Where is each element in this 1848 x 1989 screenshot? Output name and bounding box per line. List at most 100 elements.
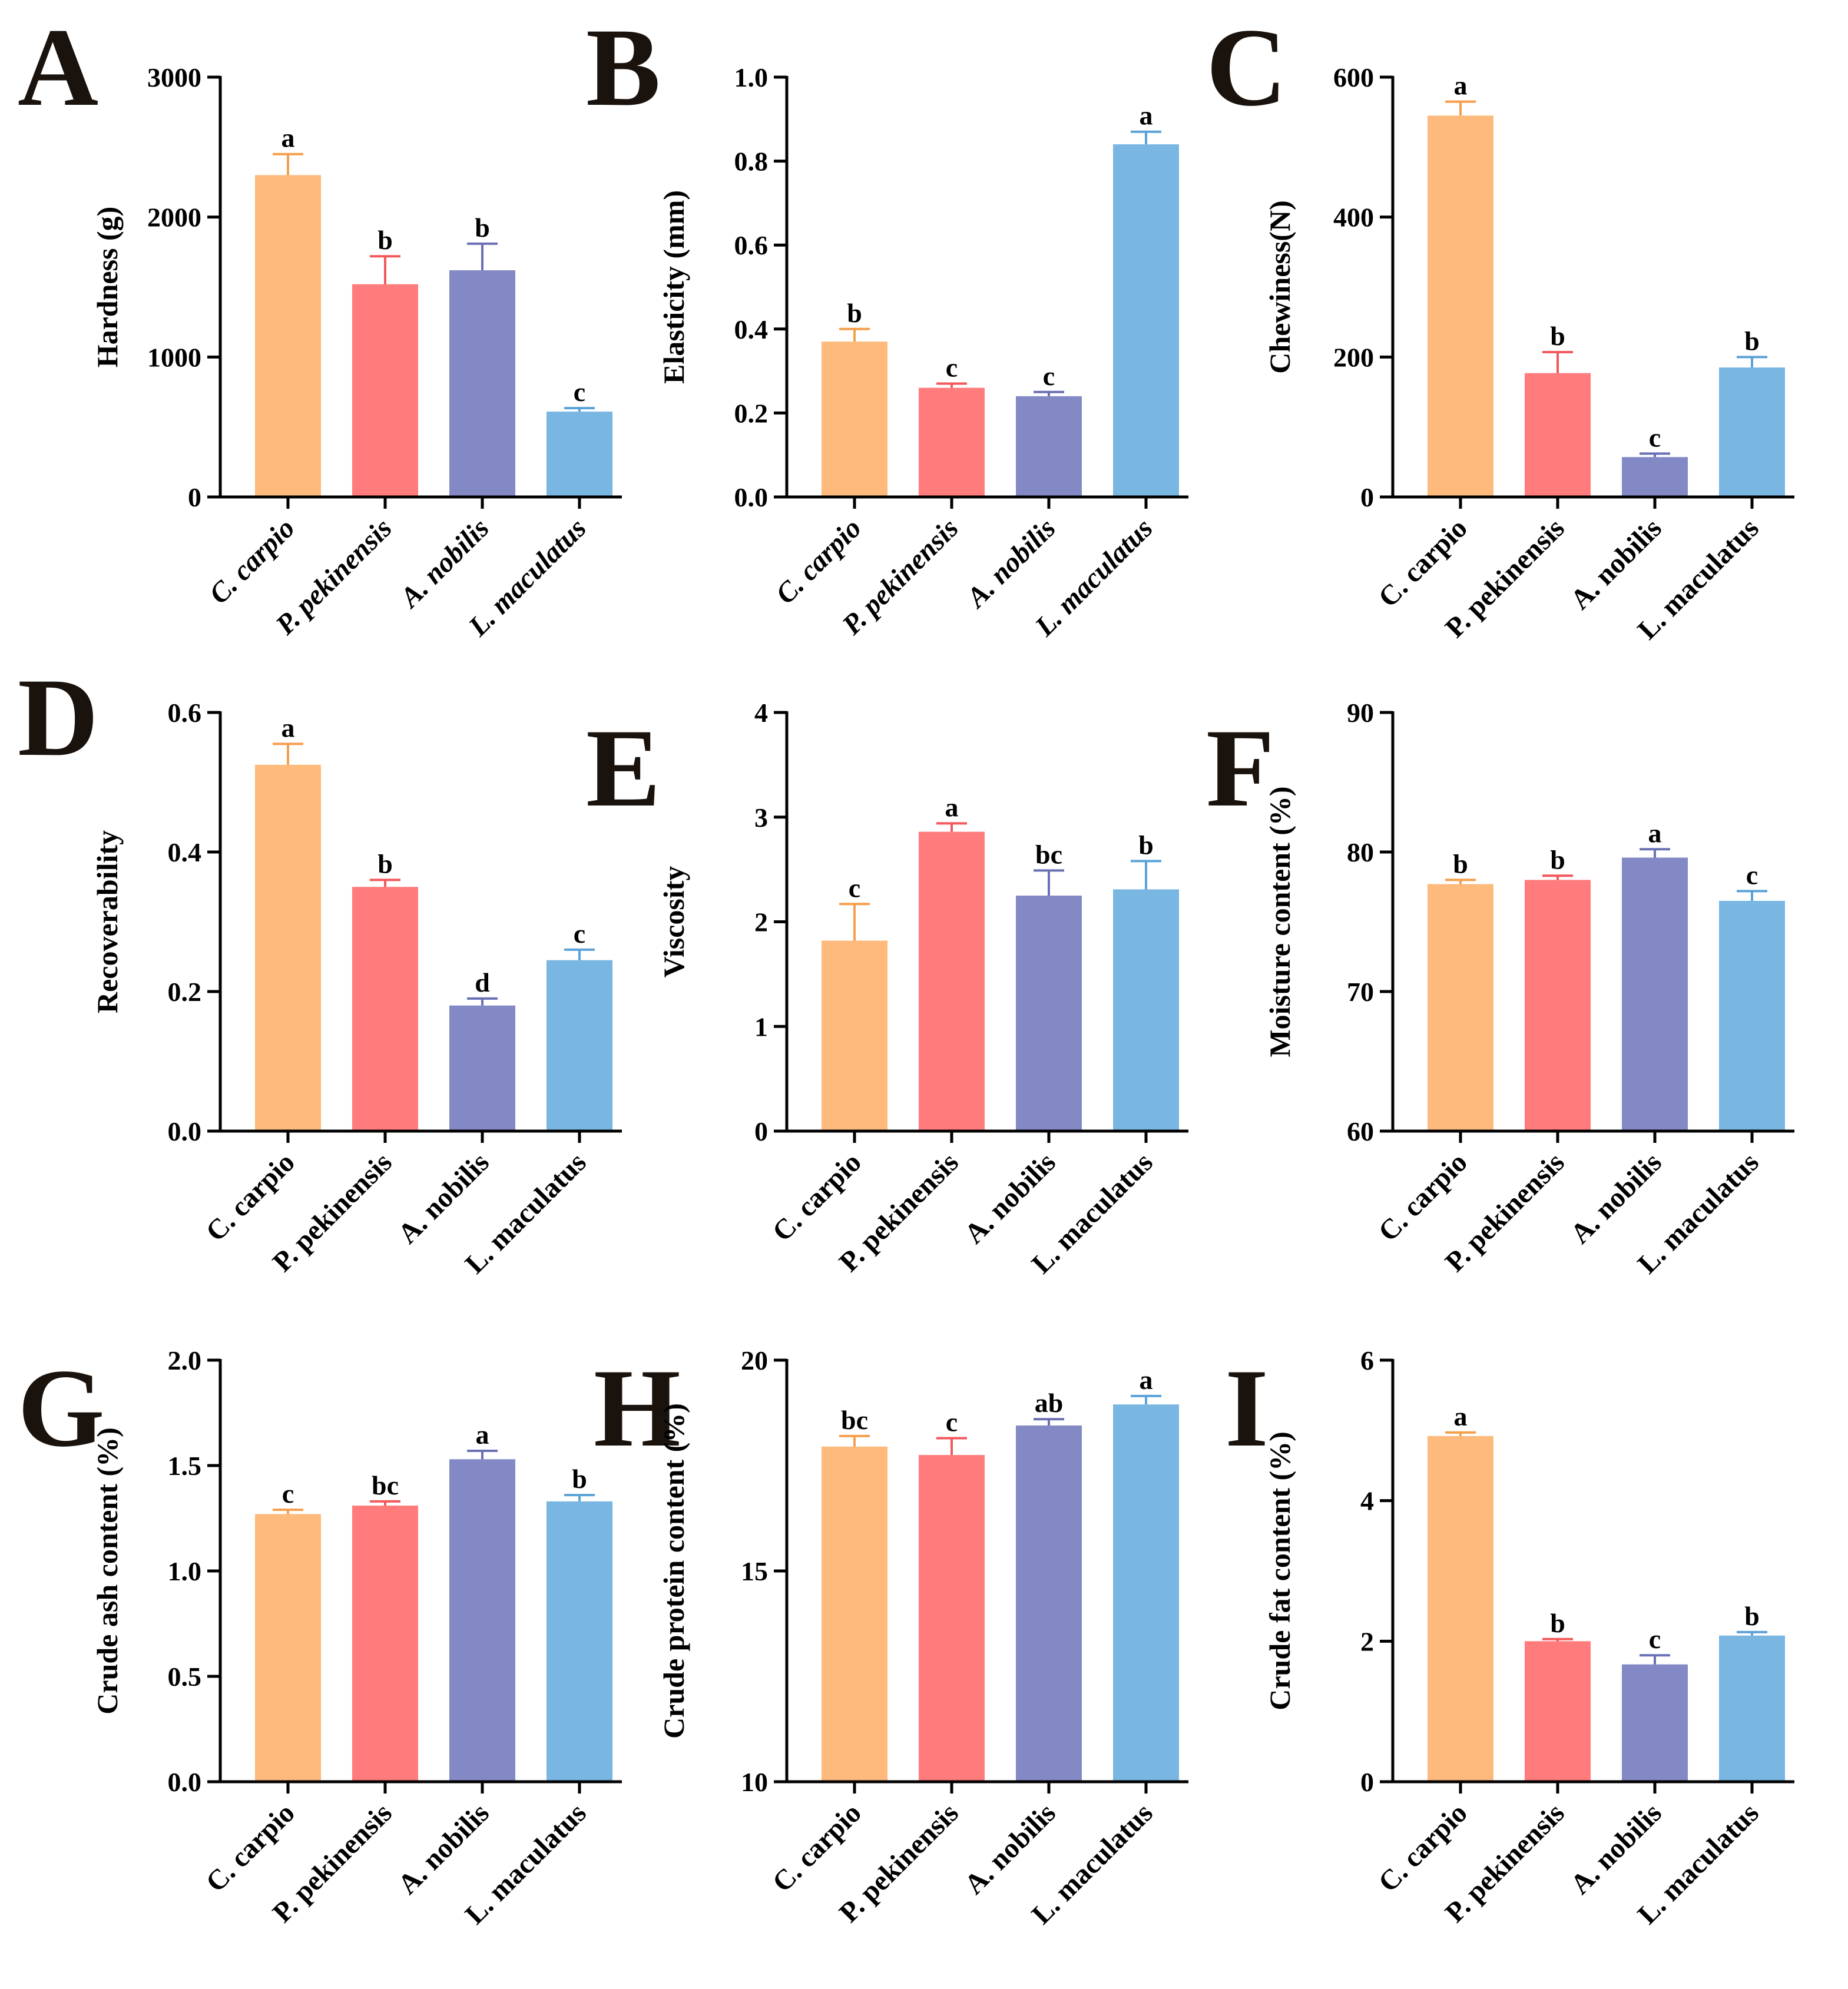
bar xyxy=(1719,367,1785,497)
y-tick-label: 70 xyxy=(1347,977,1374,1007)
significance-label: b xyxy=(1550,321,1565,351)
y-tick-label: 60 xyxy=(1347,1116,1374,1146)
bar xyxy=(1113,144,1179,497)
y-tick-label: 0.0 xyxy=(168,1116,202,1146)
bar xyxy=(1428,1436,1493,1782)
y-tick-label: 200 xyxy=(1333,342,1374,372)
bar xyxy=(352,284,418,497)
significance-label: a xyxy=(476,1420,489,1450)
significance-label: a xyxy=(1454,71,1468,101)
significance-label: d xyxy=(475,967,490,997)
bar xyxy=(1016,1425,1082,1782)
bar xyxy=(547,960,612,1131)
x-category-label: A. nobilis xyxy=(392,1797,495,1900)
y-tick-label: 0.6 xyxy=(168,698,202,728)
bar xyxy=(352,887,418,1131)
x-category-label: C. carpio xyxy=(200,1146,300,1247)
y-tick-label: 0.2 xyxy=(734,398,769,428)
y-tick-label: 0.0 xyxy=(734,482,769,512)
y-tick-label: 3000 xyxy=(147,62,201,92)
y-axis-title: Hardness (g) xyxy=(91,207,124,368)
significance-label: bc xyxy=(1035,839,1062,869)
panel-letter: F xyxy=(1206,707,1274,830)
significance-label: bc xyxy=(841,1405,868,1435)
y-tick-label: 0 xyxy=(188,482,201,512)
significance-label: c xyxy=(946,1407,958,1437)
significance-label: b xyxy=(475,213,490,243)
panel-letter: I xyxy=(1225,1347,1269,1470)
bar xyxy=(449,1005,515,1131)
panel-letter: G xyxy=(18,1347,105,1470)
significance-label: b xyxy=(847,298,862,328)
significance-label: a xyxy=(1648,818,1662,848)
panel-letter: H xyxy=(594,1347,681,1470)
y-tick-label: 1.0 xyxy=(734,62,769,92)
bar xyxy=(352,1506,418,1782)
significance-label: b xyxy=(377,225,393,255)
y-tick-label: 15 xyxy=(741,1556,768,1586)
bar xyxy=(822,342,887,497)
y-tick-label: 600 xyxy=(1333,62,1374,92)
y-tick-label: 0.5 xyxy=(168,1662,202,1692)
y-tick-label: 1.0 xyxy=(168,1556,202,1586)
chart-panel-g: Gc bc a b 0.0 0.5 1.0 1.5 2.0 Crude ash content (… xyxy=(18,1345,622,1930)
significance-label: c xyxy=(1649,422,1661,452)
x-category-label: C. carpio xyxy=(766,1797,867,1898)
bar xyxy=(255,1514,321,1782)
panel-letter: C xyxy=(1206,6,1287,130)
y-axis-title: Viscosity xyxy=(657,866,690,978)
panel-letter: E xyxy=(586,707,661,830)
y-tick-label: 3 xyxy=(754,803,768,833)
y-axis-title: Crude protein content (%) xyxy=(657,1403,690,1739)
y-tick-label: 0 xyxy=(1360,1767,1374,1797)
y-axis-title: Crude fat content (%) xyxy=(1263,1431,1296,1710)
y-tick-label: 90 xyxy=(1347,698,1374,728)
significance-label: b xyxy=(1550,1608,1565,1638)
bar xyxy=(822,1446,887,1782)
y-axis-title: Elasticity (mm) xyxy=(657,190,690,384)
significance-label: c xyxy=(1043,361,1055,391)
x-category-label: A. nobilis xyxy=(959,512,1062,615)
significance-label: ab xyxy=(1035,1388,1064,1418)
bar xyxy=(1719,1635,1785,1782)
panel-letter: A xyxy=(18,6,98,130)
bar xyxy=(255,764,321,1131)
bar xyxy=(1016,396,1082,497)
bar xyxy=(1622,1664,1688,1782)
significance-label: c xyxy=(282,1479,294,1509)
x-category-label: C. carpio xyxy=(203,512,301,610)
y-axis-title: Crude ash content (%) xyxy=(91,1427,124,1714)
y-tick-label: 10 xyxy=(741,1767,768,1797)
significance-label: a xyxy=(1454,1401,1468,1431)
x-category-label: A. nobilis xyxy=(959,1146,1062,1249)
bar xyxy=(919,831,985,1131)
significance-label: a xyxy=(1140,101,1153,131)
bar xyxy=(1016,896,1082,1131)
y-tick-label: 1000 xyxy=(147,342,201,372)
bar xyxy=(449,270,515,497)
significance-label: b xyxy=(1744,1601,1760,1631)
x-category-label: A. nobilis xyxy=(1565,1797,1668,1900)
y-tick-label: 2 xyxy=(754,907,768,937)
panel-letter: D xyxy=(18,656,98,780)
chart-panel-f: Fb b a c 60 70 80 90 Moisture content (%) C. carp… xyxy=(1206,698,1794,1279)
y-tick-label: 0.4 xyxy=(168,837,202,867)
y-tick-label: 1.5 xyxy=(168,1451,202,1481)
significance-label: c xyxy=(849,873,860,903)
y-tick-label: 4 xyxy=(754,698,768,728)
y-tick-label: 4 xyxy=(1360,1486,1374,1516)
significance-label: c xyxy=(574,919,585,949)
y-tick-label: 0 xyxy=(754,1116,768,1146)
y-tick-label: 0.8 xyxy=(734,147,769,177)
x-category-label: C. carpio xyxy=(770,512,867,610)
y-tick-label: 0.6 xyxy=(734,230,769,260)
x-category-label: C. carpio xyxy=(1372,1146,1473,1247)
bar xyxy=(449,1459,515,1782)
x-category-label: A. nobilis xyxy=(392,1146,495,1249)
bar xyxy=(1525,1641,1591,1782)
